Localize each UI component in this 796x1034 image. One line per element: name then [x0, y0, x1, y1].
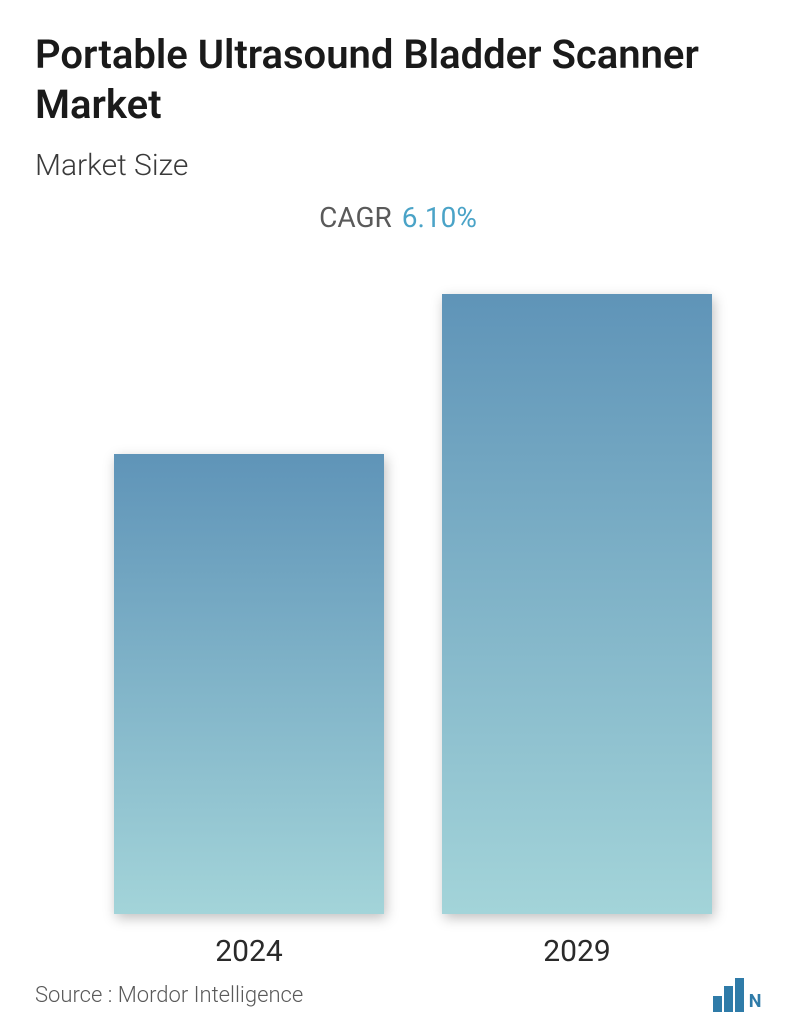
- logo-bar-3: [735, 978, 744, 1012]
- chart-subtitle: Market Size: [35, 148, 761, 183]
- bar-chart-area: [85, 274, 741, 914]
- logo-bar-2: [724, 986, 733, 1012]
- source-text: Source : Mordor Intelligence: [35, 983, 303, 1008]
- x-label-2029: 2029: [442, 934, 712, 969]
- bar-2024: [114, 454, 384, 914]
- footer: Source : Mordor Intelligence N: [35, 978, 761, 1012]
- bar-2029: [442, 294, 712, 914]
- logo-bar-1: [713, 996, 722, 1012]
- x-label-2024: 2024: [114, 934, 384, 969]
- cagr-label: CAGR: [319, 201, 392, 234]
- cagr-value: 6.10%: [402, 201, 477, 234]
- chart-title: Portable Ultrasound Bladder Scanner Mark…: [35, 30, 761, 130]
- cagr-row: CAGR 6.10%: [35, 201, 761, 234]
- logo-text: N: [749, 991, 761, 1012]
- brand-logo: N: [713, 978, 761, 1012]
- x-axis-labels: 2024 2029: [85, 934, 741, 969]
